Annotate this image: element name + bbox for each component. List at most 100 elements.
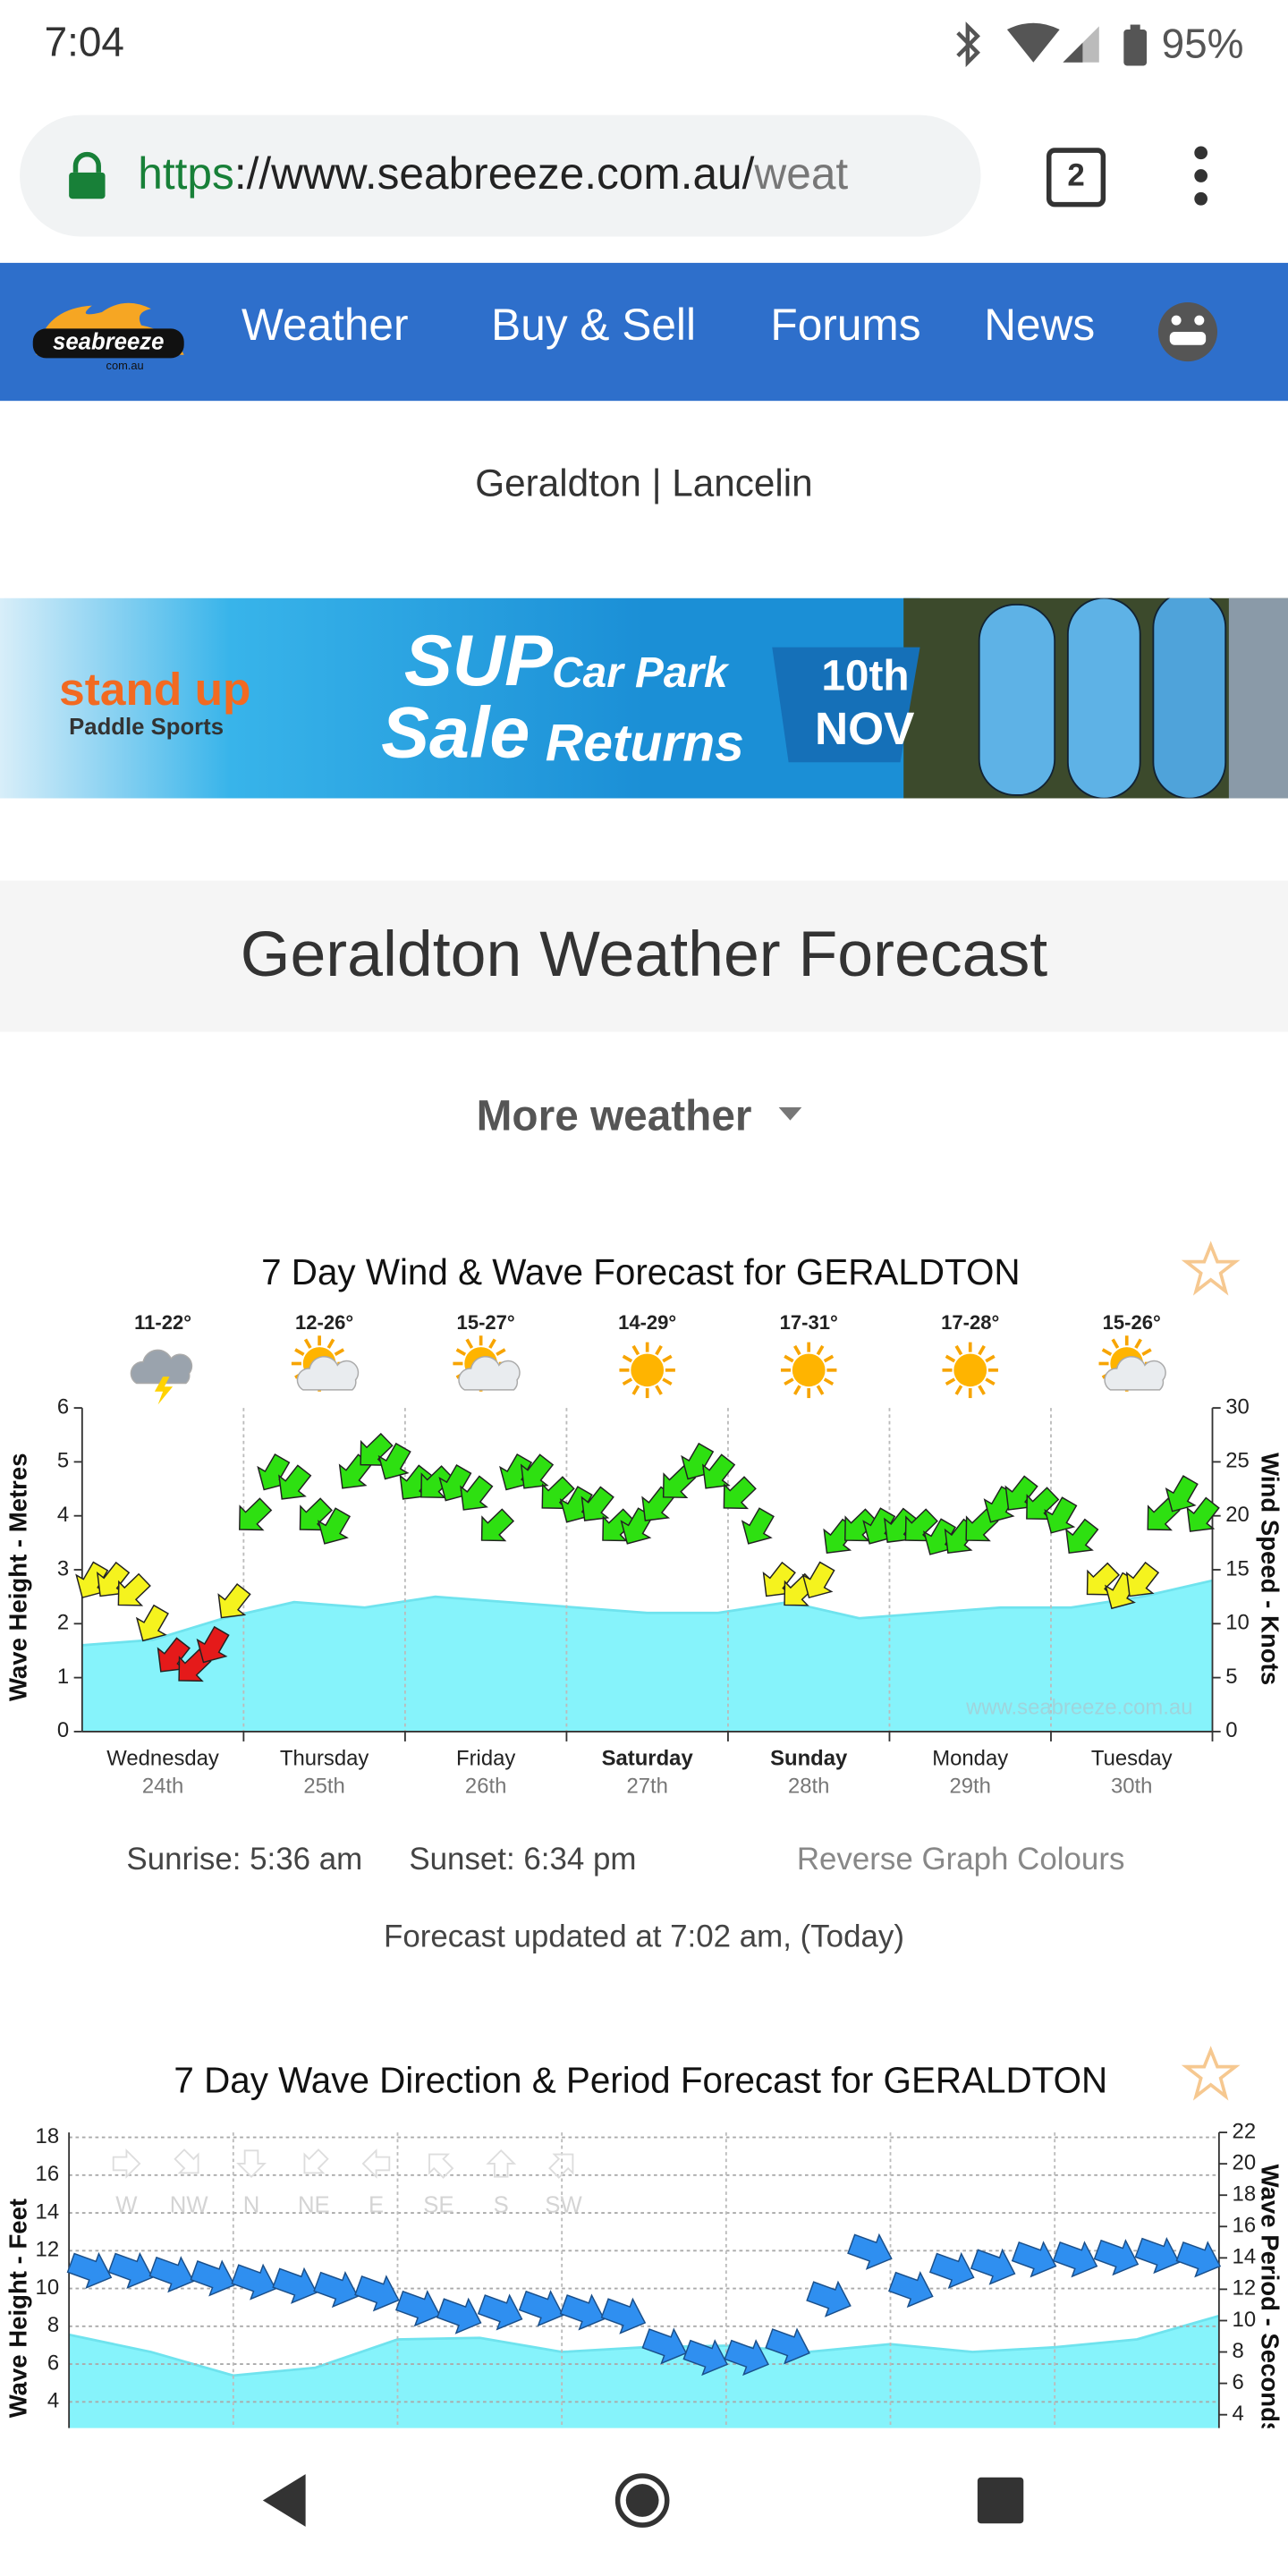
y-tick-label: 10 — [36, 2275, 60, 2300]
wave-arrow — [1052, 2241, 1098, 2278]
more-weather[interactable]: More weather — [477, 1091, 815, 1142]
sun-ray — [655, 1344, 663, 1356]
wave-arrow — [477, 2293, 523, 2331]
date-badge — [772, 647, 920, 763]
site-nav: seabreeze com.au Weather Buy & Sell Foru… — [0, 262, 1288, 402]
banner-bg — [0, 597, 920, 799]
wind-arrow — [520, 1453, 555, 1489]
watermark: www.seabreeze.com.au — [965, 1696, 1192, 1720]
y2-tick-label: 0 — [1225, 1718, 1237, 1742]
banner-headline: Sale — [381, 693, 530, 775]
menu-dot — [1194, 169, 1208, 182]
logo-bar — [32, 328, 184, 359]
sun-ray — [655, 1385, 663, 1395]
sun-ray — [465, 1338, 474, 1349]
location-link[interactable]: Geraldton — [475, 462, 641, 504]
sun-ray — [622, 1354, 633, 1363]
sun — [953, 1353, 987, 1387]
wave-direction-chart: 7 Day Wave Direction & Period Forecast f… — [4, 2046, 1284, 2428]
y-tick-label: 1 — [57, 1665, 69, 1689]
banner-brand-sub: Paddle Sports — [69, 713, 225, 740]
y2-tick-label: 4 — [1233, 2402, 1244, 2426]
y-tick-label: 8 — [47, 2313, 59, 2337]
avatar[interactable] — [1155, 299, 1220, 364]
y-tick-label: 16 — [36, 2162, 60, 2186]
favourite-star[interactable] — [1181, 2046, 1241, 2101]
reverse-colours-link[interactable]: Reverse Graph Colours — [796, 1843, 1125, 1878]
nav-link[interactable]: Forums — [770, 301, 921, 351]
wave-arrow — [1134, 2237, 1181, 2275]
sun-ray — [455, 1348, 467, 1356]
y-tick-label: 14 — [36, 2199, 60, 2224]
recents-button[interactable] — [977, 2477, 1024, 2524]
banner-date: 10th — [821, 650, 910, 700]
wave-arrow — [231, 2263, 276, 2301]
tab-switcher[interactable]: 2 — [1046, 148, 1106, 208]
wind-arrow — [1044, 1496, 1078, 1534]
direction-arrow — [303, 2148, 329, 2174]
wind-arrow — [135, 1604, 169, 1642]
menu-button[interactable] — [1182, 145, 1218, 210]
home-button-inner — [625, 2484, 659, 2517]
sun-ray — [334, 1348, 345, 1356]
cloud — [1104, 1355, 1166, 1391]
wave-arrow — [518, 2290, 564, 2327]
back-button[interactable] — [262, 2474, 306, 2527]
wind-arrow — [1125, 1561, 1160, 1597]
logo[interactable]: seabreeze com.au — [26, 289, 191, 375]
status-bar: 7:04 95% — [0, 0, 1288, 92]
y-tick-label: 4 — [57, 1503, 69, 1527]
ad-banner[interactable]: stand up Paddle Sports SUP Car Park Sale… — [0, 597, 1288, 799]
direction-arrow — [236, 2149, 267, 2178]
wave-arrow — [970, 2248, 1016, 2285]
direction-label: N — [243, 2193, 260, 2218]
y-tick-label: 3 — [57, 1556, 69, 1580]
avatar-eye — [1171, 315, 1182, 326]
banner-art — [0, 597, 1288, 799]
y-tick-label: 6 — [57, 1394, 69, 1419]
wifi-icon — [1006, 22, 1060, 63]
wave-arrow — [436, 2297, 482, 2334]
wave-arrow — [272, 2267, 318, 2304]
page-title: Geraldton Weather Forecast — [240, 919, 1048, 991]
y2-tick-label: 22 — [1233, 2119, 1257, 2143]
y2-tick-label: 30 — [1225, 1394, 1250, 1419]
day-label: Friday — [456, 1746, 515, 1770]
y-tick-label: 6 — [47, 2351, 59, 2375]
menu-dot — [1194, 191, 1208, 206]
favourite-star[interactable] — [1181, 1241, 1241, 1296]
nav-link[interactable]: Weather — [242, 301, 409, 351]
sun-ray — [823, 1354, 835, 1363]
sun-ray — [784, 1377, 794, 1386]
y2-tick-label: 14 — [1233, 2245, 1257, 2269]
url-scheme: https — [138, 149, 234, 199]
system-nav-buttons — [262, 2473, 1024, 2528]
chart-title: 7 Day Wind & Wave Forecast for GERALDTON — [261, 1251, 1020, 1292]
sun-ray — [985, 1354, 996, 1363]
url-text: https://www.seabreeze.com.au/weat — [138, 149, 953, 200]
wave-arrow — [190, 2259, 236, 2297]
sun-ray — [1134, 1338, 1142, 1349]
day-temps: 12-26° — [295, 1311, 353, 1334]
day-temps: 17-31° — [780, 1311, 838, 1334]
caret — [777, 1106, 801, 1121]
y2-tick-label: 15 — [1225, 1556, 1250, 1580]
banner-headline: Car Park — [552, 647, 728, 697]
nav-link[interactable]: Buy & Sell — [491, 301, 696, 351]
wind-arrow — [1004, 1475, 1038, 1511]
cloud — [130, 1349, 193, 1385]
sun-ray — [792, 1344, 801, 1356]
wind-arrow — [480, 1508, 515, 1542]
wind-arrow — [701, 1453, 736, 1489]
home-button[interactable] — [614, 2473, 670, 2528]
nav-link[interactable]: News — [984, 301, 1096, 351]
sun-ray — [816, 1385, 825, 1395]
direction-label: NE — [298, 2193, 330, 2218]
url-bar[interactable]: https://www.seabreeze.com.au/weat — [20, 114, 981, 237]
y-tick-label: 0 — [57, 1718, 69, 1742]
y-axis-label: Wave Height - Feet — [4, 2199, 31, 2418]
wind-arrow — [762, 1561, 796, 1597]
wave-arrow — [1175, 2241, 1222, 2278]
location-link[interactable]: Lancelin — [672, 462, 813, 504]
avatar-eye — [1194, 315, 1205, 326]
